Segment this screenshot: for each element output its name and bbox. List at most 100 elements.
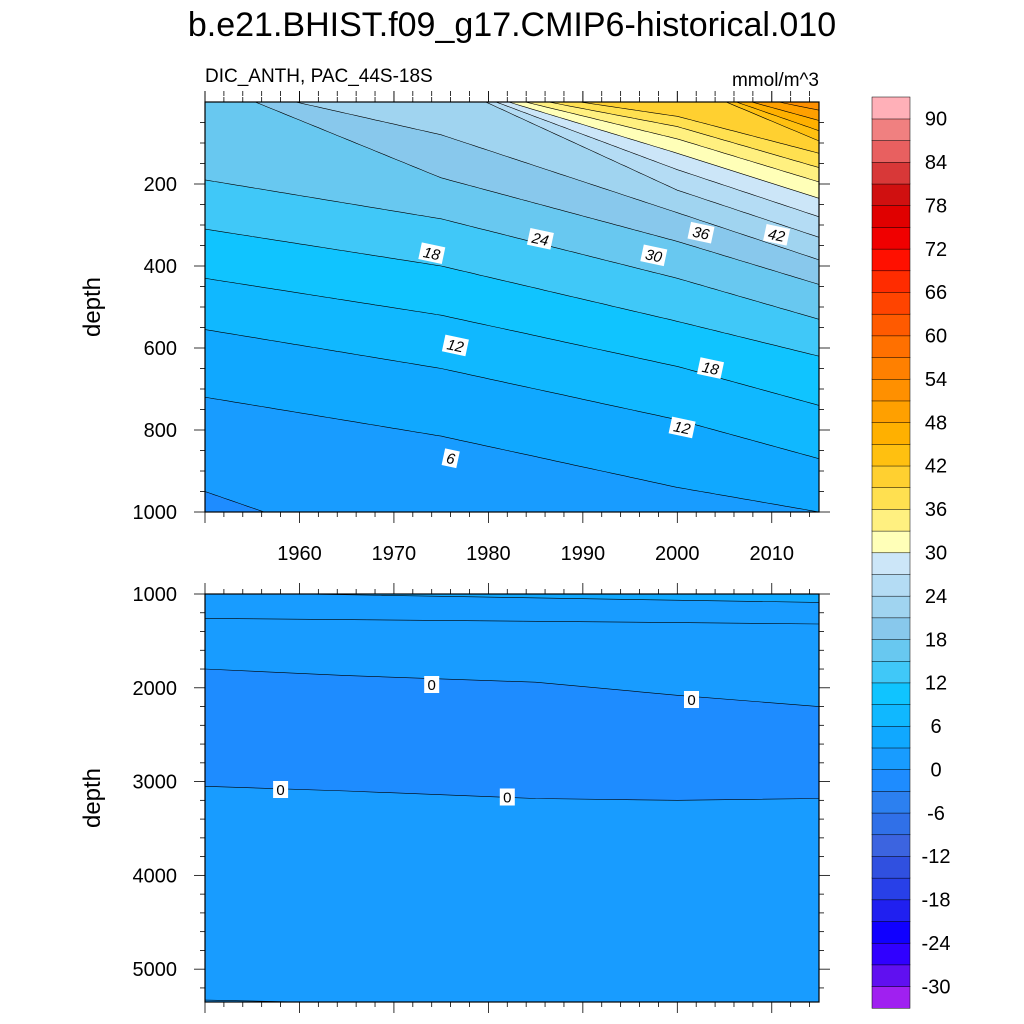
lower-contour-label-text: 0 (687, 692, 695, 709)
colorbar-swatch (871, 812, 911, 836)
colorbar-swatch (871, 682, 911, 705)
x-tick-label: 1960 (277, 543, 322, 565)
lower-contour-lines (205, 594, 819, 1002)
lower-band-negative (205, 669, 819, 801)
upper-contour-line (205, 228, 819, 357)
colorbar-swatch (871, 573, 911, 597)
lower-contour-label-bg (684, 691, 699, 708)
colorbar-swatch (871, 508, 911, 532)
lower-plot-frame (204, 593, 820, 1003)
upper-contour-label-text: 12 (445, 336, 465, 356)
colorbar-swatch (871, 226, 911, 250)
colorbar-swatch (871, 769, 911, 792)
upper-contour-label: 42 (763, 224, 791, 246)
colorbar-swatch (871, 161, 911, 185)
colorbar-swatch (871, 422, 911, 445)
upper-contour-label-bg (441, 334, 469, 357)
upper-contour-line (254, 102, 819, 285)
upper-contour-fill (205, 102, 819, 512)
colorbar-swatch (871, 357, 911, 380)
colorbar-swatch (871, 639, 911, 662)
colorbar: -30 -24 -18 -12 -6 0 6 12 18 24 30 36 42 48 54 60 66 72 78… (871, 96, 951, 1009)
upper-contour-label-bg (668, 416, 696, 439)
upper-contour-label-text: 18 (422, 244, 442, 264)
colorbar-swatch (871, 552, 911, 575)
colorbar-swatch (871, 291, 911, 315)
lower-y-axis-label: depth (79, 768, 106, 828)
lower-band-shallow (205, 594, 819, 624)
colorbar-tick-label: -6 (927, 803, 945, 825)
lower-contour-line (205, 786, 819, 801)
lower-contour-line (205, 594, 819, 603)
colorbar-swatch (871, 855, 911, 879)
x-axis-tick-labels: 1960 1970 1980 1990 2000 2010 (277, 543, 794, 565)
lower-band-top (205, 594, 819, 603)
upper-contour-label: 18 (696, 357, 725, 379)
upper-contour-line (507, 102, 819, 199)
lower-contour-label: 0 (424, 676, 440, 694)
colorbar-swatch (871, 96, 911, 120)
upper-contour-label-bg (441, 448, 460, 469)
lower-contour-label-text: 0 (276, 782, 284, 799)
colorbar-swatch (871, 270, 911, 293)
colorbar-swatch (871, 920, 911, 944)
upper-contour-label-bg (418, 242, 446, 265)
colorbar-tick-label: -12 (922, 846, 951, 868)
upper-contour-label-bg (696, 357, 725, 379)
colorbar-tick-label: 54 (925, 369, 947, 391)
lower-contour-label: 0 (273, 781, 289, 799)
colorbar-tick-label: 30 (925, 543, 947, 565)
upper-y-tick-label: 200 (144, 174, 177, 196)
upper-contour-line (495, 102, 819, 218)
lower-contour-label: 0 (684, 691, 699, 709)
colorbar-swatch (871, 899, 911, 922)
upper-axis-ticks: 200 400 600 800 1000 (133, 91, 830, 524)
upper-contour-label-bg (526, 228, 554, 250)
colorbar-swatch (871, 704, 911, 727)
lower-y-tick-label: 2000 (133, 678, 178, 700)
colorbar-swatch (871, 725, 911, 749)
colorbar-swatch (871, 313, 911, 337)
upper-contour-line (547, 102, 819, 168)
upper-y-axis-label: depth (79, 277, 106, 337)
colorbar-swatch (871, 118, 911, 141)
upper-contour-labels: 18 24 30 36 42 12 18 12 6 (418, 221, 791, 469)
colorbar-tick-label: 12 (925, 673, 947, 695)
upper-y-tick-label: 400 (144, 256, 177, 278)
upper-y-tick-label: 600 (144, 338, 177, 360)
colorbar-tick-label: 48 (925, 412, 947, 434)
x-tick-label: 1970 (372, 543, 417, 565)
lower-y-tick-label: 1000 (133, 584, 178, 606)
colorbar-swatch (871, 660, 911, 684)
lower-axis-ticks: 1000 2000 3000 4000 5000 (133, 583, 830, 1013)
upper-contour-label: 18 (418, 242, 446, 265)
colorbar-tick-label: 42 (925, 456, 947, 478)
colorbar-tick-label: -18 (922, 890, 951, 912)
colorbar-tick-label: 72 (925, 239, 947, 261)
lower-y-tick-label: 4000 (133, 865, 178, 887)
upper-contour-line (205, 179, 819, 320)
colorbar-swatch (871, 942, 911, 966)
x-tick-label: 1990 (561, 543, 606, 565)
colorbar-tick-label: 0 (930, 759, 941, 781)
colorbar-swatch (871, 487, 911, 510)
lower-contour-label-bg (499, 788, 515, 806)
upper-contour-lines (205, 102, 819, 512)
lower-contour-line (205, 618, 819, 625)
units-label: mmol/m^3 (732, 70, 819, 91)
colorbar-tick-label: 18 (925, 629, 947, 651)
colorbar-tick-label: 78 (925, 196, 947, 218)
colorbar-tick-label: -30 (922, 976, 951, 998)
x-tick-label: 2010 (750, 543, 795, 565)
upper-contour-label-text: 30 (644, 246, 664, 266)
lower-panel: 0 0 0 0 1000 2000 3000 4000 5000 depth (79, 583, 830, 1013)
upper-contour-label-text: 18 (700, 359, 720, 379)
upper-contour-label-text: 24 (529, 230, 550, 250)
colorbar-swatch (871, 378, 911, 402)
lower-contour-label: 0 (499, 788, 515, 807)
x-tick-label: 1980 (466, 543, 511, 565)
upper-contour-line (578, 102, 819, 154)
upper-y-tick-label: 1000 (133, 502, 178, 524)
colorbar-swatch (871, 790, 911, 814)
